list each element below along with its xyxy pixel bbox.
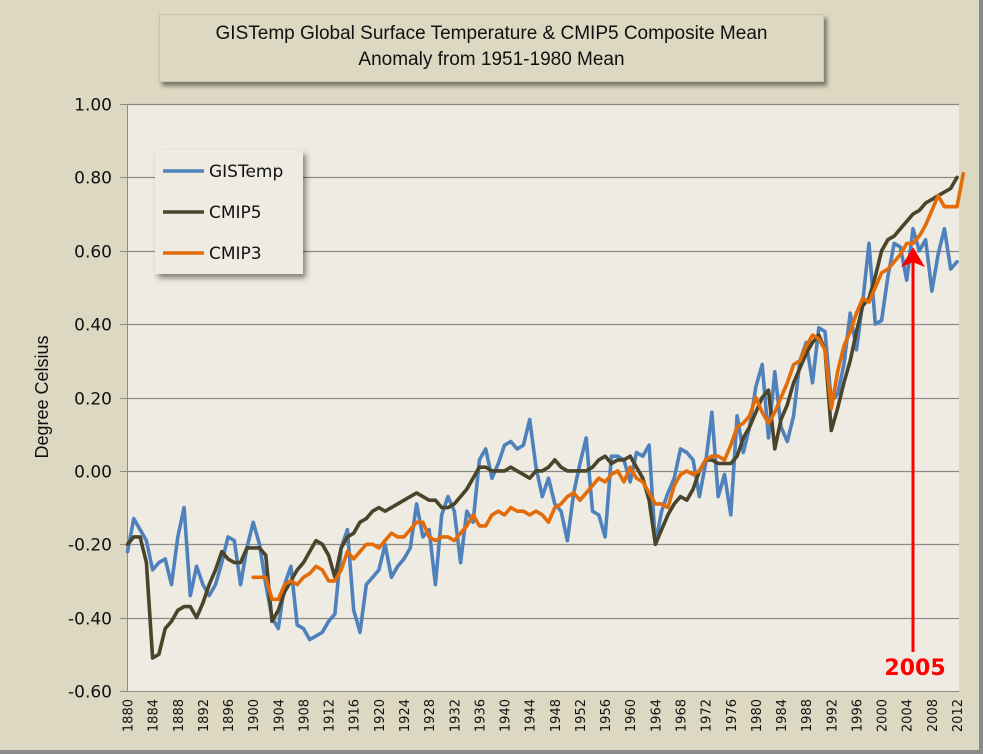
- y-tick-label: 0.40: [74, 316, 112, 336]
- legend-label-cmip5: CMIP5: [209, 203, 262, 223]
- y-tick-label: 0.20: [74, 390, 112, 410]
- x-tick-label: 1960: [624, 699, 639, 732]
- y-tick-labels: 1.00 0.80 0.60 0.40 0.20 0.00 -0.20 -0.40 -0.60: [68, 96, 112, 703]
- x-tick-label: 1992: [825, 699, 840, 732]
- x-tick-label: 1900: [247, 699, 262, 732]
- x-tick-label: 1896: [222, 699, 237, 732]
- chart-title-box: GISTemp Global Surface Temperature & CMI…: [159, 14, 824, 82]
- x-tick-label: 1936: [473, 699, 488, 732]
- x-tick-label: 1880: [122, 699, 137, 732]
- x-tick-label: 1952: [574, 699, 589, 732]
- x-tick-label: 1968: [675, 699, 690, 732]
- x-tick-label: 1944: [524, 699, 539, 732]
- x-tick-label: 1892: [197, 699, 212, 732]
- chart-title: GISTemp Global Surface Temperature & CMI…: [215, 23, 768, 44]
- series-line-gistemp: [125, 226, 959, 642]
- x-tick-label: 1912: [323, 699, 338, 732]
- x-tick-label: 1976: [725, 699, 740, 732]
- x-tick-label: 1996: [850, 699, 865, 732]
- y-tick-label: 0.80: [74, 169, 112, 189]
- y-tick-label: -0.60: [68, 683, 112, 703]
- x-tick-label: 2000: [876, 699, 891, 732]
- x-tick-label: 1916: [348, 699, 363, 732]
- y-tick-label: 0.00: [74, 463, 112, 483]
- annotation-arrow-head: [901, 247, 926, 268]
- x-tick-label: 1940: [499, 699, 514, 732]
- x-tick-label: 1972: [700, 699, 715, 732]
- x-tick-label: 1928: [423, 699, 438, 732]
- x-tick-label: 1932: [448, 699, 463, 732]
- x-tick-label: 2004: [901, 699, 916, 732]
- legend: GISTemp CMIP5 CMIP3: [155, 150, 303, 274]
- x-tick-label: 1988: [800, 699, 815, 732]
- chart-subtitle: Anomaly from 1951-1980 Mean: [358, 49, 625, 70]
- x-tick-label: 1956: [599, 699, 614, 732]
- x-tick-label: 1964: [649, 699, 664, 732]
- legend-label-cmip3: CMIP3: [209, 244, 262, 264]
- x-tick-label: 1980: [750, 699, 765, 732]
- x-tick-label: 2012: [951, 699, 966, 732]
- y-tick-label: -0.40: [68, 610, 112, 630]
- annotation-2005: 2005: [884, 247, 946, 681]
- y-tick-label: 0.60: [74, 243, 112, 263]
- series-group: [125, 171, 966, 660]
- legend-label-gistemp: GISTemp: [209, 162, 283, 182]
- x-tick-label: 1904: [272, 699, 287, 732]
- x-tick-label: 1948: [549, 699, 564, 732]
- x-tick-label: 1984: [775, 699, 790, 732]
- series-line-cmip3: [251, 171, 966, 602]
- x-tick-label: 1908: [297, 699, 312, 732]
- y-tick-label: 1.00: [74, 96, 112, 116]
- x-tick-label: 1888: [172, 699, 187, 732]
- y-axis-label: Degree Celsius: [32, 335, 52, 458]
- series-line-cmip5: [125, 175, 959, 660]
- x-tick-label: 1884: [147, 699, 162, 732]
- x-tick-label: 1920: [373, 699, 388, 732]
- x-tick-labels: 1880 1884 1888 1892 1896 1900 1904 1908 1912 1916…: [122, 699, 967, 732]
- x-tick-label: 2008: [926, 699, 941, 732]
- annotation-label: 2005: [884, 656, 945, 681]
- y-tick-label: -0.20: [68, 536, 112, 556]
- x-tick-label: 1924: [398, 699, 413, 732]
